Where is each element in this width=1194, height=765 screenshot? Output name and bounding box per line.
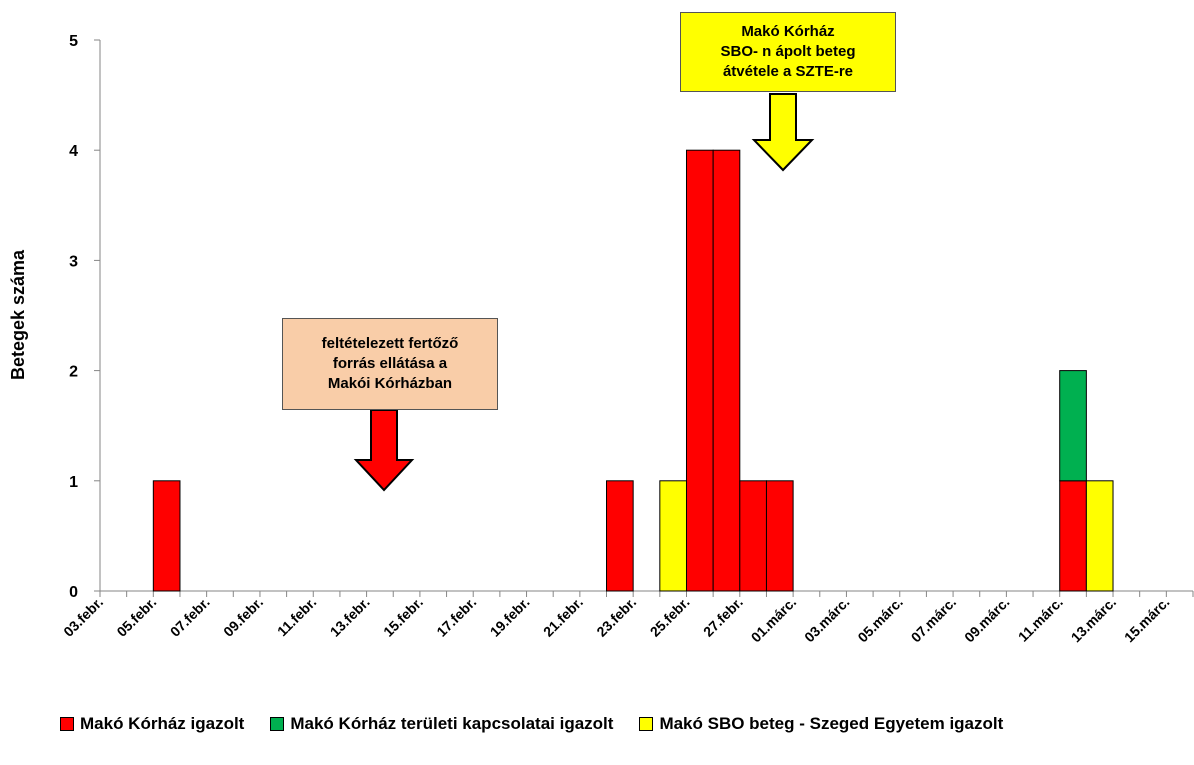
- annotation-line: forrás ellátása a: [332, 355, 448, 372]
- bar-sbo-beteg: [659, 480, 687, 592]
- legend-label: Makó Kórház igazolt: [80, 714, 245, 733]
- y-axis-label: Betegek száma: [8, 249, 28, 380]
- annotation-arrow-source: [353, 409, 415, 492]
- annotation-line: SBO- n ápolt beteg: [720, 43, 856, 60]
- legend-item-sbo-beteg: Makó SBO beteg - Szeged Egyetem igazolt: [639, 714, 1003, 734]
- y-tick-label: 1: [69, 474, 78, 491]
- y-tick-label: 3: [69, 253, 78, 270]
- legend-swatch: [270, 717, 285, 731]
- x-tick-label: 13.márc.: [1068, 594, 1119, 645]
- bar-mako-korhaz: [1059, 480, 1087, 592]
- legend-label: Makó Kórház területi kapcsolatai igazolt: [290, 714, 614, 733]
- x-tick-label: 15.febr.: [380, 594, 426, 640]
- bar-teruleti-kapcsolatai: [1059, 370, 1087, 482]
- legend-swatch: [639, 717, 654, 731]
- x-tick-label: 07.febr.: [167, 594, 213, 640]
- bar-mako-korhaz: [712, 149, 741, 592]
- annotation-patient-transfer: Makó Kórház SBO- n ápolt beteg átvétele …: [680, 12, 896, 92]
- legend-item-teruleti-kapcsolatai: Makó Kórház területi kapcsolatai igazolt: [270, 714, 613, 734]
- x-tick-label: 09.febr.: [220, 594, 266, 640]
- x-tick-label: 17.febr.: [433, 594, 479, 640]
- y-tick-label: 4: [69, 143, 78, 160]
- legend-swatch: [60, 717, 74, 731]
- annotation-line: átvétele a SZTE-re: [722, 63, 854, 80]
- x-tick-label: 25.febr.: [647, 594, 693, 640]
- x-tick-label: 05.febr.: [113, 594, 159, 640]
- legend-item-mako-korhaz: Makó Kórház igazolt: [60, 714, 244, 734]
- x-tick-label: 05.márc.: [854, 594, 905, 645]
- x-tick-label: 15.márc.: [1121, 594, 1172, 645]
- x-tick-label: 03.márc.: [801, 594, 852, 645]
- y-tick-label: 5: [69, 33, 78, 50]
- bar-mako-korhaz: [739, 480, 767, 592]
- legend-label: Makó SBO beteg - Szeged Egyetem igazolt: [659, 714, 1004, 733]
- x-tick-label: 19.febr.: [487, 594, 533, 640]
- x-tick-label: 11.márc.: [1015, 594, 1066, 645]
- annotation-line: Makó Kórház: [741, 23, 835, 40]
- bar-mako-korhaz: [685, 149, 714, 592]
- x-tick-label: 01.márc.: [748, 594, 799, 645]
- bar-mako-korhaz: [765, 480, 794, 592]
- legend: Makó Kórház igazolt Makó Kórház területi…: [60, 714, 1160, 734]
- x-tick-label: 11.febr.: [274, 594, 319, 639]
- x-tick-label: 27.febr.: [700, 594, 746, 640]
- x-tick-label: 07.márc.: [908, 594, 959, 645]
- x-tick-label: 13.febr.: [327, 594, 373, 640]
- bar-sbo-beteg: [1085, 480, 1114, 592]
- bar-mako-korhaz: [606, 480, 634, 592]
- y-tick-label: 0: [69, 584, 78, 601]
- y-tick-label: 2: [69, 364, 78, 381]
- annotation-line: Makói Kórházban: [327, 375, 453, 392]
- annotation-arrow-transfer: [751, 93, 815, 172]
- annotation-line: feltételezett fertőző: [321, 335, 459, 352]
- annotation-source-treatment: feltételezett fertőző forrás ellátása a …: [282, 318, 498, 410]
- x-tick-label: 21.febr.: [540, 594, 586, 640]
- x-tick-label: 03.febr.: [60, 594, 106, 640]
- x-tick-label: 23.febr.: [593, 594, 639, 640]
- bar-mako-korhaz: [152, 480, 181, 592]
- x-tick-label: 09.márc.: [961, 594, 1012, 645]
